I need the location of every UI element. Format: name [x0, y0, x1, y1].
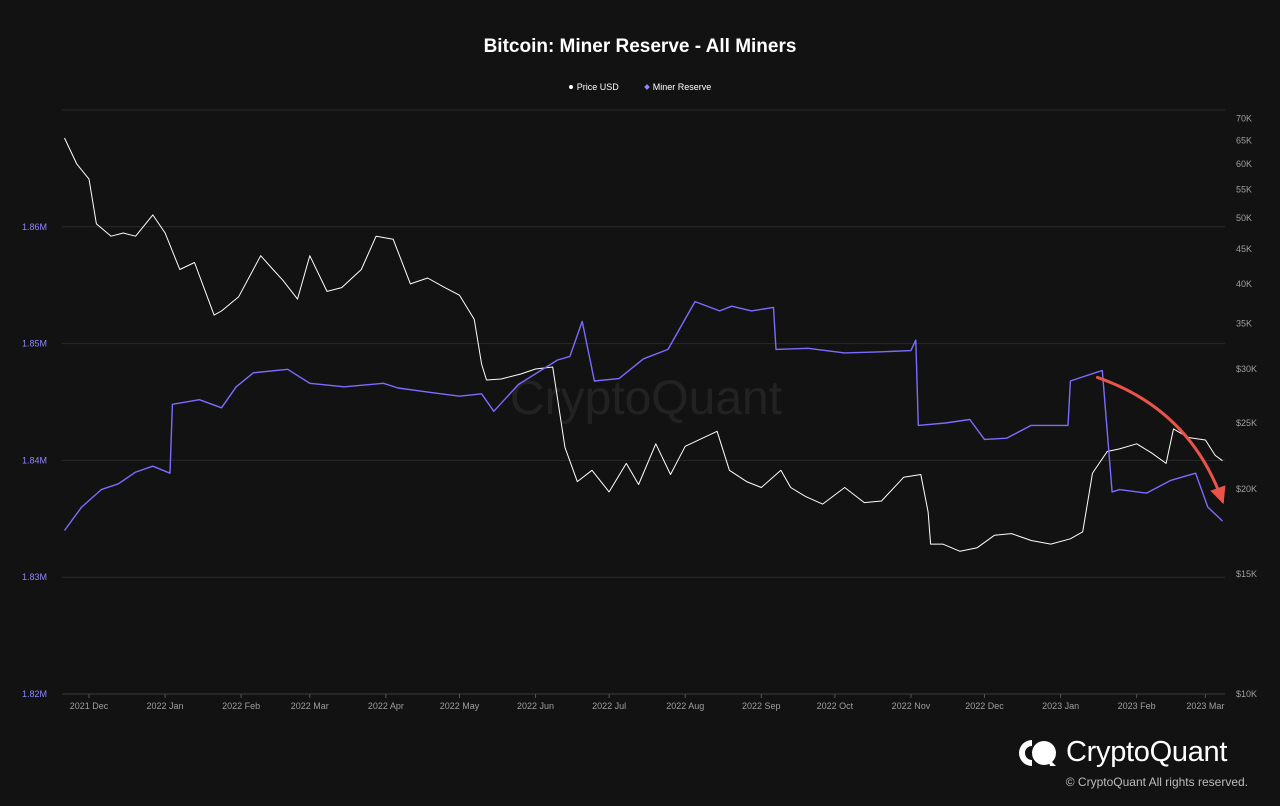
legend-item-miner-reserve[interactable]: Miner Reserve: [643, 82, 712, 92]
right-tick-label: 60K: [1236, 159, 1252, 169]
x-tick-label: 2022 Nov: [892, 701, 931, 711]
x-tick-label: 2022 Mar: [291, 701, 329, 711]
legend-label-price-usd: Price USD: [576, 82, 619, 92]
x-tick-label: 2022 Apr: [368, 701, 404, 711]
left-tick-label: 1.82M: [22, 689, 47, 699]
legend: Price USD Miner Reserve: [0, 82, 1280, 92]
right-tick-label: $15K: [1236, 569, 1257, 579]
right-axis: $10K $15K $20K $25K $30K 35K 40K 45K 50K 55K 60K 65…: [1236, 113, 1257, 699]
left-tick-label: 1.83M: [22, 572, 47, 582]
x-axis: 2021 Dec 2022 Jan 2022 Feb 2022 Mar 2022 Apr…: [70, 694, 1224, 711]
x-tick-label: 2022 Jun: [517, 701, 554, 711]
legend-label-miner-reserve: Miner Reserve: [652, 82, 712, 92]
right-tick-label: 70K: [1236, 113, 1252, 123]
right-tick-label: 50K: [1236, 213, 1252, 223]
right-tick-label: $10K: [1236, 689, 1257, 699]
copyright-text: © CryptoQuant All rights reserved.: [1065, 775, 1248, 789]
left-axis: 1.82M 1.83M 1.84M 1.85M 1.86M: [22, 222, 47, 699]
x-tick-label: 2022 Jan: [147, 701, 184, 711]
right-tick-label: $20K: [1236, 484, 1257, 494]
x-tick-label: 2023 Jan: [1042, 701, 1079, 711]
trend-arrow-head-icon: [1210, 485, 1226, 505]
annotation-layer: [1095, 375, 1226, 505]
left-tick-label: 1.84M: [22, 455, 47, 465]
cryptoquant-logo-icon: [1019, 739, 1056, 766]
x-tick-label: 2023 Mar: [1186, 701, 1224, 711]
series-line-miner-reserve: [63, 300, 1223, 531]
left-tick-label: 1.86M: [22, 222, 47, 232]
right-tick-label: $30K: [1236, 364, 1257, 374]
grid-lines: [62, 109, 1225, 695]
x-tick-label: 2022 Feb: [222, 701, 260, 711]
series-line-price-usd: [64, 137, 1223, 552]
watermark-text: CryptoQuant: [510, 372, 782, 425]
x-tick-label: 2021 Dec: [70, 701, 109, 711]
trend-arrow-line: [1095, 375, 1225, 503]
x-tick-label: 2022 Oct: [817, 701, 854, 711]
right-tick-label: $25K: [1236, 418, 1257, 428]
right-tick-label: 55K: [1236, 185, 1252, 195]
right-tick-label: 40K: [1236, 279, 1252, 289]
x-tick-label: 2022 Jul: [592, 701, 626, 711]
chart-title: Bitcoin: Miner Reserve - All Miners: [483, 36, 797, 57]
right-tick-label: 35K: [1236, 318, 1252, 328]
x-tick-label: 2023 Feb: [1118, 701, 1156, 711]
right-tick-label: 45K: [1236, 244, 1252, 254]
series-layer: [63, 137, 1223, 552]
x-tick-label: 2022 May: [440, 701, 480, 711]
right-tick-label: 65K: [1236, 135, 1252, 145]
legend-marker-price-icon: [568, 85, 573, 89]
x-tick-label: 2022 Dec: [965, 701, 1004, 711]
left-tick-label: 1.85M: [22, 339, 47, 349]
brand-name: CryptoQuant: [1066, 736, 1228, 768]
x-tick-label: 2022 Aug: [666, 701, 704, 711]
legend-item-price-usd[interactable]: Price USD: [568, 82, 619, 92]
brand-logo: CryptoQuant: [1018, 736, 1227, 769]
x-tick-label: 2022 Sep: [742, 701, 781, 711]
